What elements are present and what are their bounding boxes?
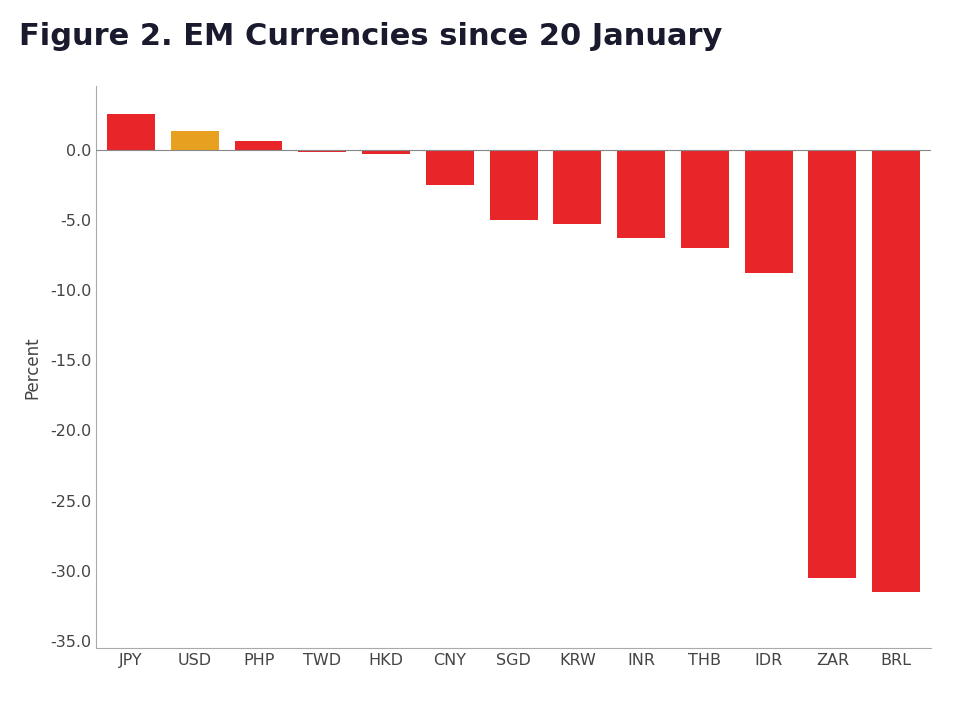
Bar (234, 141, 282, 150)
Bar (808, 150, 856, 577)
Bar (617, 150, 665, 238)
Bar (171, 131, 219, 150)
Bar (490, 150, 538, 220)
Text: Figure 2. EM Currencies since 20 January: Figure 2. EM Currencies since 20 January (19, 22, 723, 50)
Bar (554, 150, 601, 224)
Bar (362, 150, 410, 154)
Bar (873, 150, 920, 592)
Bar (745, 150, 793, 273)
Bar (426, 150, 473, 184)
Bar (681, 150, 729, 248)
Bar (108, 114, 155, 150)
Bar (299, 150, 347, 153)
Y-axis label: Percent: Percent (23, 336, 41, 398)
